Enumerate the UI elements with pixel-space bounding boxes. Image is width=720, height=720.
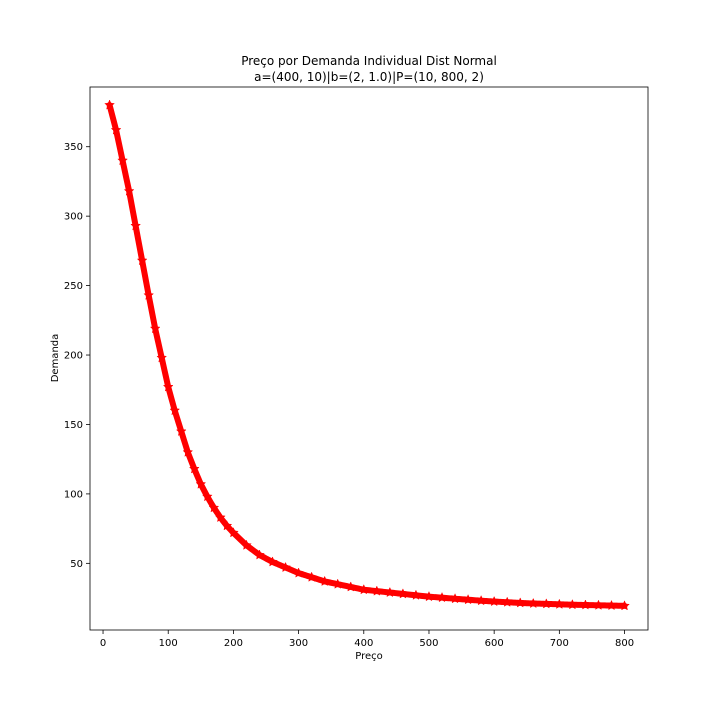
data-point-star (162, 381, 174, 392)
y-tick-label: 100 (64, 489, 83, 500)
data-point-star (449, 593, 461, 604)
x-tick-label: 300 (289, 638, 308, 649)
y-tick-label: 250 (64, 281, 83, 292)
data-point-star (123, 185, 135, 196)
y-tick-label: 300 (64, 212, 83, 223)
data-point-star (306, 571, 318, 582)
data-point-star (182, 446, 194, 457)
y-tick-label: 200 (64, 351, 83, 362)
data-point-star (195, 478, 207, 489)
x-tick-label: 600 (485, 638, 504, 649)
data-point-star (527, 597, 539, 609)
data-point-star (436, 591, 448, 603)
data-point-star (136, 254, 148, 266)
data-point-star (358, 584, 370, 595)
data-point-star (215, 511, 226, 523)
x-tick-label: 500 (419, 638, 438, 649)
y-tick-label: 150 (64, 420, 83, 431)
chart-subtitle: a=(400, 10)|b=(2, 1.0)|P=(10, 800, 2) (254, 70, 484, 84)
data-point-star (221, 520, 233, 531)
data-point-star (397, 588, 409, 599)
data-point-star (567, 599, 578, 610)
x-tick-label: 700 (550, 638, 569, 649)
data-point-star (175, 425, 187, 436)
series-line (106, 102, 628, 609)
data-point-star (267, 556, 278, 567)
data-point-star (228, 527, 239, 538)
y-tick-label: 50 (70, 559, 83, 570)
data-point-star (488, 595, 500, 607)
x-tick-label: 400 (354, 638, 373, 649)
data-point-star (462, 594, 474, 605)
data-point-star (423, 591, 435, 602)
plot-area-frame (89, 86, 649, 631)
data-point-star (241, 539, 252, 550)
data-point-star (208, 502, 220, 513)
data-point-star (619, 600, 630, 611)
data-point-star (540, 598, 552, 609)
data-point-star (580, 599, 591, 610)
data-point-star (201, 491, 213, 502)
data-point-star (593, 599, 604, 610)
data-point-star (475, 595, 487, 606)
data-point-star (110, 124, 122, 135)
y-axis-label: Demanda (50, 334, 61, 383)
data-point-star (345, 581, 357, 592)
data-point-star (553, 598, 565, 609)
data-point-star (156, 352, 168, 363)
data-point-star (332, 578, 344, 589)
x-axis-label: Preço (355, 651, 383, 662)
series-layer (104, 99, 630, 611)
x-tick-label: 0 (100, 638, 106, 649)
x-tick-label: 100 (159, 638, 178, 649)
data-point-star (371, 585, 383, 596)
data-point-star (280, 561, 291, 573)
data-point-star (169, 404, 181, 416)
data-point-star (130, 220, 142, 231)
data-point-star (501, 596, 513, 607)
data-point-star (514, 597, 526, 608)
data-point-star (293, 567, 304, 578)
chart-title: Preço por Demanda Individual Dist Normal (241, 54, 497, 68)
x-tick-label: 200 (224, 638, 243, 649)
x-tick-label: 800 (615, 638, 634, 649)
data-point-star (143, 289, 155, 300)
data-point-star (149, 322, 161, 334)
data-point-star (254, 549, 265, 560)
data-point-star (117, 154, 128, 166)
data-point-star (410, 589, 422, 600)
ticks-layer: 0 100 200 300 400 500 600 700 800 50 100 150 200 250 3… (64, 142, 634, 649)
data-point-star (104, 99, 115, 110)
data-point-star (188, 463, 200, 474)
data-point-star (606, 599, 617, 611)
data-point-star (384, 586, 396, 598)
data-point-star (319, 575, 331, 586)
y-tick-label: 350 (64, 142, 83, 153)
